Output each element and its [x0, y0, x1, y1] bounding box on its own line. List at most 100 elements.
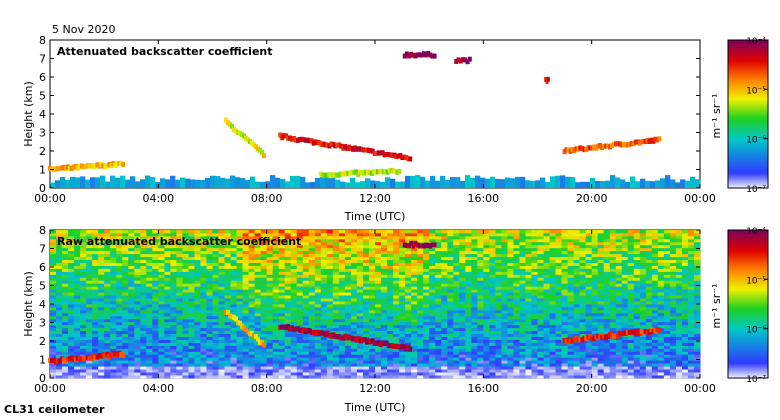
heatmap-cell: [537, 271, 544, 275]
heatmap-cell: [206, 289, 213, 293]
heatmap-cell: [579, 295, 587, 299]
heatmap-cell: [621, 339, 629, 343]
heatmap-cell: [639, 354, 647, 358]
heatmap-cell: [513, 312, 520, 317]
heatmap-cell: [356, 274, 364, 278]
heatmap-cell: [489, 318, 496, 323]
heatmap-cell: [205, 177, 211, 188]
heatmap-cell: [561, 360, 568, 364]
heatmap-cell: [423, 298, 430, 302]
heatmap-cell: [531, 301, 538, 305]
heatmap-cell: [627, 318, 635, 323]
heatmap-cell: [591, 271, 599, 275]
heatmap-cell: [501, 339, 508, 343]
heatmap-cell: [453, 363, 460, 367]
heatmap-cell: [122, 280, 129, 284]
heatmap-cell: [489, 295, 496, 299]
heatmap-cell: [429, 330, 436, 334]
heatmap-cell: [236, 289, 243, 293]
heatmap-cell: [591, 256, 599, 260]
heatmap-cell: [645, 295, 653, 299]
heatmap-cell: [146, 309, 153, 314]
heatmap-cell: [567, 363, 575, 367]
heatmap-cell: [50, 309, 57, 314]
heatmap-cell: [471, 274, 478, 278]
heatmap-cell: [62, 339, 69, 343]
heatmap-cell: [182, 372, 189, 376]
heatmap-cell: [236, 271, 243, 275]
heatmap-cell: [182, 327, 189, 332]
heatmap-cell: [242, 360, 250, 364]
heatmap-cell: [681, 315, 689, 320]
heatmap-cell: [405, 312, 412, 317]
heatmap-cell: [603, 351, 611, 355]
heatmap-cell: [260, 318, 268, 323]
heatmap-cell: [62, 345, 69, 349]
heatmap-cell: [278, 342, 286, 346]
heatmap-cell: [567, 354, 575, 358]
heatmap-cell: [272, 298, 280, 302]
heatmap-cell: [254, 304, 262, 308]
heatmap-cell: [158, 304, 165, 308]
heatmap-cell: [507, 306, 514, 311]
heatmap-cell: [284, 286, 292, 290]
heatmap-cell: [98, 348, 105, 352]
heatmap-cell: [537, 366, 544, 370]
heatmap-cell: [525, 304, 532, 308]
heatmap-cell: [266, 277, 274, 281]
heatmap-cell: [441, 375, 448, 379]
heatmap-cell: [470, 177, 476, 188]
heatmap-cell: [627, 312, 635, 317]
heatmap-cell: [278, 289, 286, 293]
heatmap-cell: [579, 345, 587, 349]
heatmap-cell: [68, 289, 75, 293]
heatmap-cell: [483, 304, 490, 308]
heatmap-cell: [507, 274, 514, 278]
heatmap-cell: [429, 342, 436, 346]
heatmap-cell: [158, 318, 165, 323]
heatmap-cell: [248, 351, 256, 355]
heatmap-cell: [182, 289, 189, 293]
heatmap-cell: [459, 274, 466, 278]
heatmap-cell: [435, 274, 442, 278]
heatmap-cell: [356, 366, 364, 370]
heatmap-cell: [200, 324, 207, 329]
heatmap-cell: [609, 259, 617, 263]
heatmap-cell: [290, 289, 298, 293]
heatmap-cell: [74, 339, 81, 343]
heatmap-cell: [663, 286, 671, 290]
heatmap-cell: [272, 283, 280, 287]
heatmap-cell: [278, 253, 286, 258]
heatmap-cell: [272, 265, 280, 269]
heatmap-cell: [549, 333, 556, 337]
heatmap-cell: [495, 333, 502, 337]
heatmap-cell: [182, 321, 189, 326]
heatmap-cell: [651, 286, 659, 290]
heatmap-cell: [109, 163, 114, 169]
heatmap-cell: [122, 253, 129, 258]
heatmap-cell: [128, 280, 135, 284]
heatmap-cell: [350, 312, 358, 317]
heatmap-cell: [603, 289, 611, 293]
heatmap-cell: [218, 309, 225, 314]
heatmap-cell: [86, 301, 93, 305]
heatmap-cell: [693, 363, 701, 367]
heatmap-cell: [62, 256, 69, 260]
heatmap-cell: [68, 351, 75, 355]
heatmap-cell: [134, 259, 141, 263]
heatmap-cell: [627, 265, 635, 269]
heatmap-cell: [110, 274, 117, 278]
heatmap-cell: [206, 268, 213, 272]
heatmap-cell: [489, 283, 496, 287]
heatmap-cell: [146, 286, 153, 290]
heatmap-cell: [687, 268, 695, 272]
heatmap-cell: [585, 357, 593, 361]
heatmap-cell: [314, 256, 322, 260]
heatmap-cell: [62, 298, 69, 302]
heatmap-cell: [453, 324, 460, 329]
heatmap-cell: [80, 309, 87, 314]
heatmap-cell: [128, 315, 135, 320]
heatmap-cell: [296, 283, 304, 287]
heatmap-cell: [430, 53, 435, 59]
heatmap-cell: [176, 283, 183, 287]
